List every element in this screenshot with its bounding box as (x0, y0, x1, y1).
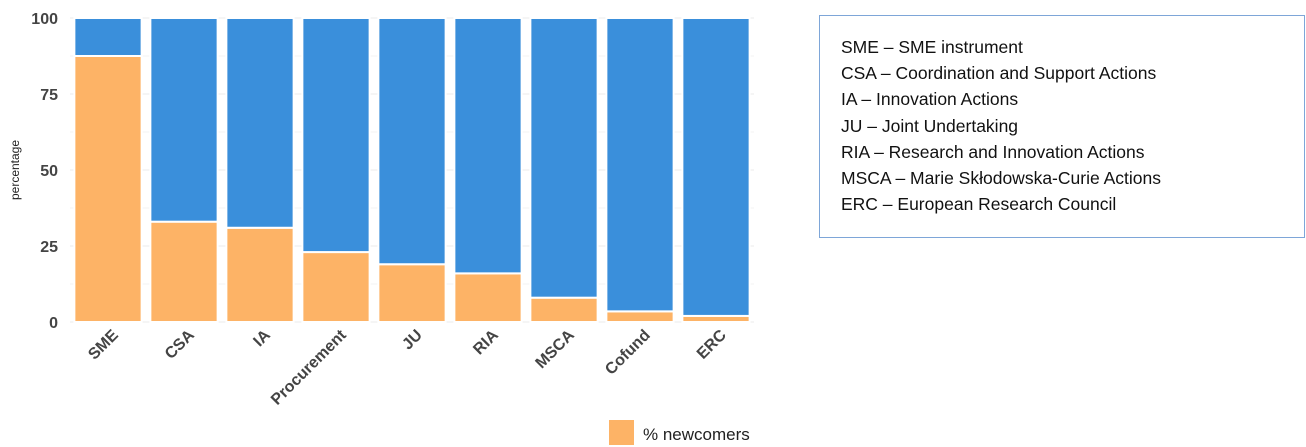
x-tick-label: Cofund (602, 327, 654, 379)
y-tick-label: 75 (40, 87, 58, 104)
y-axis-label: percentage (8, 140, 22, 200)
bar-ia-other (225, 17, 295, 229)
y-axis-ticks: 0 25 50 75 100 (31, 11, 58, 332)
y-tick-label: 0 (49, 315, 58, 332)
bar-csa-other (149, 17, 219, 223)
x-tick-label: CSA (162, 326, 198, 362)
bar-ria-newcomers (453, 272, 523, 323)
bar-procurement-other (301, 17, 371, 254)
abbreviation-csa: CSA – Coordination and Support Actions (841, 63, 1157, 84)
y-tick-label: 50 (40, 163, 58, 180)
x-tick-label: ERC (694, 326, 730, 362)
bar-cofund-other (605, 17, 675, 313)
abbreviation-legend-box: SME – SME instrument CSA – Coordination … (819, 15, 1305, 238)
bar-csa-newcomers (149, 220, 219, 323)
x-tick-label: RIA (470, 326, 502, 358)
abbreviation-ju: JU – Joint Undertaking (841, 115, 1019, 136)
legend-swatch-newcomers (609, 420, 634, 445)
bar-ria-other (453, 17, 523, 275)
bar-cofund-newcomers (605, 310, 675, 323)
abbreviation-ia: IA – Innovation Actions (841, 89, 1019, 110)
x-tick-label: MSCA (532, 326, 578, 372)
legend: % newcomers (609, 420, 750, 445)
x-tick-label: JU (399, 327, 425, 353)
bar-msca-newcomers (529, 296, 599, 323)
x-tick-label: SME (85, 327, 122, 364)
abbreviation-msca: MSCA – Marie Skłodowska-Curie Actions (841, 168, 1161, 189)
x-tick-label: IA (250, 326, 274, 350)
bar-procurement-newcomers (301, 251, 371, 323)
bar-ia-newcomers (225, 226, 295, 323)
abbreviation-sme: SME – SME instrument (841, 37, 1023, 57)
bar-msca-other (529, 17, 599, 299)
legend-label-newcomers: % newcomers (643, 425, 750, 444)
bar-ju-other (377, 17, 447, 266)
abbreviation-ria: RIA – Research and Innovation Actions (841, 141, 1145, 162)
bar-sme-other (73, 17, 143, 57)
bar-sme-newcomers (73, 55, 143, 323)
bars (73, 17, 751, 324)
abbreviation-erc: ERC – European Research Council (841, 194, 1117, 215)
y-tick-label: 100 (31, 11, 58, 28)
y-tick-label: 25 (40, 239, 58, 256)
bar-ju-newcomers (377, 263, 447, 323)
x-tick-label: Procurement (268, 326, 350, 408)
bar-erc-other (681, 17, 751, 317)
